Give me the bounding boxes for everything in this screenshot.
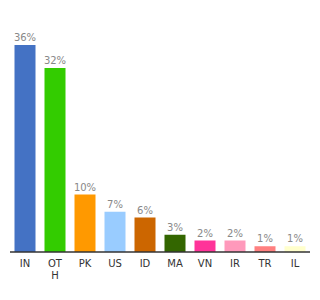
bar: [15, 45, 36, 252]
x-tick-label-line: H: [51, 270, 59, 281]
chart-container: 36% 32% 10% 7% 6% 3% 2% 2% 1% 1% IN OTH PK US ID MA VN IR…: [0, 0, 320, 300]
x-tick-label: ID: [140, 258, 151, 269]
x-tick-label-line: IN: [20, 258, 30, 269]
bar: [195, 241, 216, 253]
bar: [225, 241, 246, 253]
x-tick-label-line: VN: [198, 258, 212, 269]
x-tick-label-line: ID: [140, 258, 151, 269]
bar: [45, 68, 66, 252]
data-label: 32%: [44, 55, 66, 66]
bar: [165, 235, 186, 252]
bar: [255, 246, 276, 252]
x-tick-label: MA: [167, 258, 183, 269]
x-tick-label: PK: [79, 258, 92, 269]
x-tick-label-line: TR: [257, 258, 271, 269]
data-label: 10%: [74, 182, 96, 193]
data-label: 36%: [14, 32, 36, 43]
x-axis-line: [10, 251, 310, 253]
x-tick-labels: IN OTH PK US ID MA VN IR TR IL: [20, 258, 300, 281]
bars: [15, 45, 306, 252]
x-tick-label: US: [108, 258, 122, 269]
data-labels: 36% 32% 10% 7% 6% 3% 2% 2% 1% 1%: [14, 32, 303, 244]
data-label: 1%: [257, 233, 273, 244]
data-label: 2%: [227, 228, 243, 239]
x-tick-label-line: OT: [48, 258, 63, 269]
x-tick-label-line: IL: [291, 258, 300, 269]
x-tick-label-line: US: [108, 258, 122, 269]
x-tick-label: TR: [257, 258, 271, 269]
x-tick-label: IR: [230, 258, 240, 269]
x-tick-label: IN: [20, 258, 30, 269]
bar: [285, 246, 306, 252]
data-label: 3%: [167, 222, 183, 233]
x-tick-label: IL: [291, 258, 300, 269]
bar: [135, 218, 156, 253]
data-label: 1%: [287, 233, 303, 244]
bar: [105, 212, 126, 252]
x-tick-label-line: PK: [79, 258, 92, 269]
data-label: 6%: [137, 205, 153, 216]
x-tick-label: OTH: [48, 258, 63, 281]
x-tick-label: VN: [198, 258, 212, 269]
data-label: 7%: [107, 199, 123, 210]
x-tick-label-line: MA: [167, 258, 183, 269]
x-tick-label-line: IR: [230, 258, 240, 269]
data-label: 2%: [197, 228, 213, 239]
bar: [75, 195, 96, 253]
chart-svg: 36% 32% 10% 7% 6% 3% 2% 2% 1% 1% IN OTH PK US ID MA VN IR…: [0, 0, 320, 300]
